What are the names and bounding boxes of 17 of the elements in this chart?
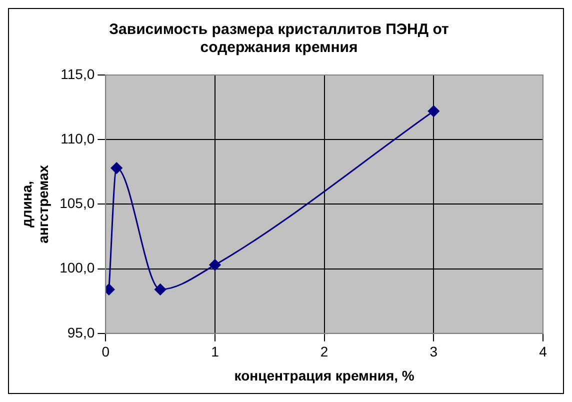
y-tick-label: 100,0 xyxy=(60,260,95,276)
y-tick-label: 105,0 xyxy=(60,195,95,212)
point xyxy=(110,162,122,174)
x-tick-label: 0 xyxy=(102,344,110,360)
y-tick-label: 95,0 xyxy=(67,324,95,340)
x-tick-label: 3 xyxy=(430,344,438,360)
chart-title: Зависимость размера кристаллитов ПЭНД от содержания кремния xyxy=(109,21,449,56)
y-tick-label: 110,0 xyxy=(60,130,95,146)
x-tick-label: 2 xyxy=(320,344,328,360)
point xyxy=(428,105,440,117)
point xyxy=(154,284,166,296)
x-tick-label: 1 xyxy=(211,344,220,360)
y-axis-title: длина, ангстремах xyxy=(18,164,52,244)
x-tick-label: 4 xyxy=(539,344,548,360)
point xyxy=(209,259,221,271)
y-tick-label: 115,0 xyxy=(60,66,95,82)
x-axis-title: концентрация кремния, % xyxy=(234,367,415,384)
